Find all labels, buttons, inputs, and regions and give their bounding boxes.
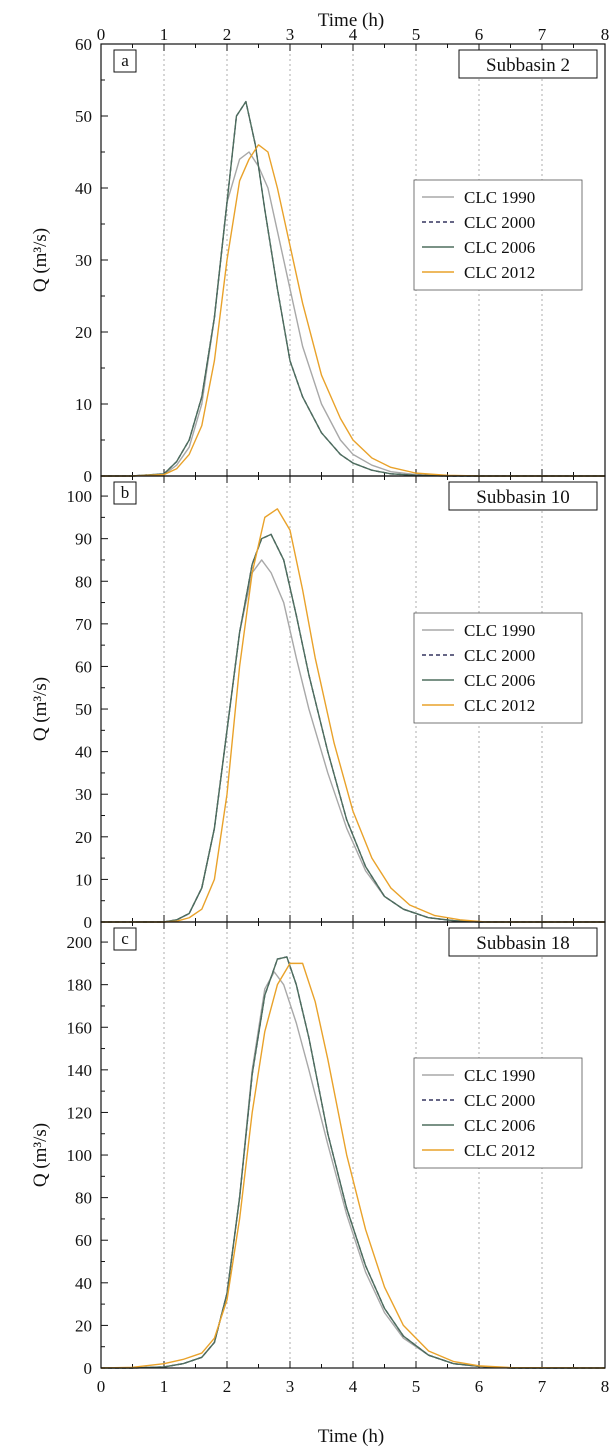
- legend-label: CLC 2000: [464, 1091, 535, 1110]
- x-bottom-tick-label: 7: [538, 1377, 547, 1396]
- panel-letter: b: [121, 483, 130, 502]
- subbasin-label: Subbasin 2: [486, 55, 570, 76]
- legend-label: CLC 2000: [464, 646, 535, 665]
- subbasin-label-box: [448, 481, 598, 511]
- y-tick-label: 30: [75, 251, 92, 270]
- x-bottom-tick-label: 0: [97, 1377, 106, 1396]
- panel-letter-box: [113, 927, 137, 951]
- y-tick-label: 180: [67, 976, 93, 995]
- x-top-tick-label: 6: [475, 25, 484, 44]
- y-tick-label: 100: [67, 487, 93, 506]
- legend-label: CLC 1990: [464, 621, 535, 640]
- series-line-clc-1990: [101, 151, 605, 477]
- x-top-tick-label: 4: [349, 25, 358, 44]
- series-line-clc-2012: [101, 144, 605, 477]
- y-tick-label: 20: [75, 1316, 92, 1335]
- y-tick-label: 100: [67, 1146, 93, 1165]
- y-tick-label: 90: [75, 530, 92, 549]
- subbasin-label: Subbasin 10: [476, 487, 569, 508]
- y-tick-label: 60: [75, 35, 92, 54]
- legend-label: CLC 1990: [464, 188, 535, 207]
- series-line-clc-2006: [101, 100, 605, 477]
- panel-c: 0 20 40 60 80 100 120 140 160 180 200 c Subbasin 18 Q…: [30, 921, 606, 1378]
- y-axis-title: Q (m³/s): [30, 1123, 51, 1187]
- x-top-tick-label: 5: [412, 25, 421, 44]
- y-tick-label: 10: [75, 870, 92, 889]
- y-tick-label: 40: [75, 743, 92, 762]
- subbasin-label-box: [458, 49, 598, 79]
- x-top-tick-label: 2: [223, 25, 232, 44]
- y-tick-label: 160: [67, 1018, 93, 1037]
- y-tick-label: 50: [75, 107, 92, 126]
- y-tick-label: 80: [75, 1189, 92, 1208]
- y-tick-label: 20: [75, 828, 92, 847]
- y-tick-label: 60: [75, 657, 92, 676]
- legend-label: CLC 2012: [464, 696, 535, 715]
- x-top-tick-label: 7: [538, 25, 547, 44]
- series-line-clc-2012: [100, 962, 606, 1369]
- y-tick-label: 0: [84, 1359, 93, 1378]
- y-axis-title: Q (m³/s): [30, 228, 51, 292]
- panel-letter-box: [113, 481, 137, 505]
- y-tick-label: 10: [75, 395, 92, 414]
- x-top-tick-label: 3: [286, 25, 295, 44]
- y-tick-label: 50: [75, 700, 92, 719]
- x-bottom-tick-label: 8: [601, 1377, 610, 1396]
- legend-label: CLC 2006: [464, 238, 535, 257]
- series-line-clc-2012: [101, 508, 605, 923]
- subbasin-label-box: [448, 927, 598, 957]
- y-tick-label: 120: [67, 1103, 93, 1122]
- panel-letter-box: [113, 49, 137, 73]
- series-line-clc-2006: [101, 956, 605, 1369]
- y-tick-label: 70: [75, 615, 92, 634]
- panel-letter: c: [121, 929, 129, 948]
- panel-b: 0 10 20 30 40 50 60 70 80 90 100 b Subbasin 10 Q (m³/…: [30, 475, 606, 932]
- y-tick-label: 30: [75, 785, 92, 804]
- x-bottom-tick-label: 2: [223, 1377, 232, 1396]
- x-top-tick-label: 1: [160, 25, 169, 44]
- legend-label: CLC 2000: [464, 213, 535, 232]
- legend-label: CLC 2012: [464, 263, 535, 282]
- legend-label: CLC 1990: [464, 1066, 535, 1085]
- legend-label: CLC 2006: [464, 1116, 535, 1135]
- y-tick-label: 60: [75, 1231, 92, 1250]
- x-bottom-tick-label: 3: [286, 1377, 295, 1396]
- y-tick-label: 20: [75, 323, 92, 342]
- y-tick-label: 80: [75, 572, 92, 591]
- x-top-tick-label: 0: [97, 25, 106, 44]
- x-axis-top-title: Time (h): [318, 10, 384, 31]
- plot-frame: [100, 921, 606, 1369]
- panel-letter: a: [121, 51, 129, 70]
- subbasin-label: Subbasin 18: [476, 933, 569, 954]
- x-bottom-tick-label: 5: [412, 1377, 421, 1396]
- x-bottom-tick-label: 4: [349, 1377, 358, 1396]
- legend-label: CLC 2012: [464, 1141, 535, 1160]
- x-bottom-tick-label: 6: [475, 1377, 484, 1396]
- y-tick-label: 200: [67, 933, 93, 952]
- x-top-tick-label: 8: [601, 25, 610, 44]
- y-tick-label: 0: [84, 467, 93, 486]
- y-tick-label: 40: [75, 1274, 92, 1293]
- panel-a: 0 10 20 30 40 50 60 a Subbasin 2 Q (m³/s) CLC 1990…: [30, 35, 606, 486]
- y-tick-label: 40: [75, 179, 92, 198]
- legend-label: CLC 2006: [464, 671, 535, 690]
- y-tick-label: 140: [67, 1061, 93, 1080]
- x-bottom-tick-label: 1: [160, 1377, 169, 1396]
- y-axis-title: Q (m³/s): [30, 677, 51, 741]
- series-line-clc-2006: [101, 533, 605, 923]
- x-axis-bottom-title: Time (h): [318, 1426, 384, 1447]
- y-tick-label: 0: [84, 913, 93, 932]
